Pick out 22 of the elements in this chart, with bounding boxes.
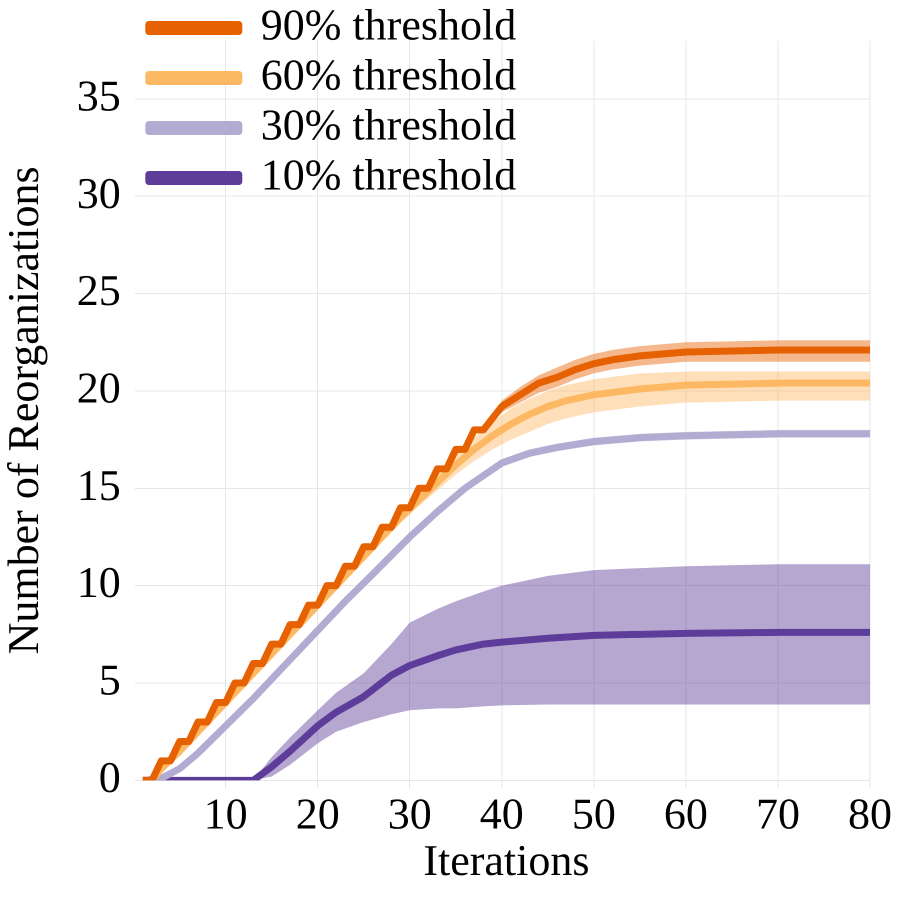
y-tick-label: 25 [76, 266, 121, 316]
y-axis-title: Number of Reorganizations [0, 166, 48, 654]
y-tick-label: 10 [76, 558, 121, 608]
y-tick-label: 0 [98, 752, 121, 802]
x-tick-label: 40 [480, 789, 524, 838]
x-tick-label: 80 [848, 789, 892, 838]
x-tick-label: 20 [296, 789, 340, 838]
legend-label: 30% threshold [260, 100, 516, 150]
x-tick-label: 30 [388, 789, 432, 838]
x-axis-title: Iterations [423, 836, 590, 886]
legend-label: 10% threshold [260, 150, 516, 200]
x-tick-label: 60 [664, 789, 708, 838]
y-tick-label: 5 [98, 656, 121, 705]
y-tick-label: 20 [76, 363, 121, 412]
y-tick-label: 30 [76, 168, 121, 218]
x-tick-label: 10 [204, 789, 248, 838]
legend-label: 60% threshold [260, 50, 516, 100]
y-tick-label: 15 [76, 460, 121, 510]
x-tick-label: 70 [756, 789, 800, 838]
y-tick-label: 35 [76, 71, 121, 120]
legend-label: 90% threshold [260, 0, 516, 50]
x-tick-label: 50 [572, 789, 616, 838]
